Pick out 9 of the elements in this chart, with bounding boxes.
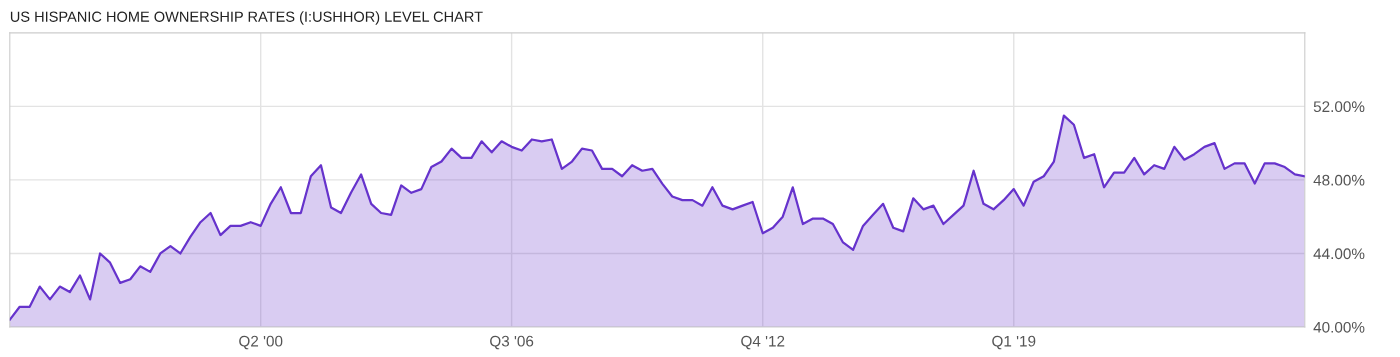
chart-title: US HISPANIC HOME OWNERSHIP RATES (I:USHHOR) LEVEL CHART <box>10 11 483 25</box>
y-tick-label: 52.00% <box>1313 101 1365 113</box>
y-tick-label: 44.00% <box>1313 248 1365 260</box>
y-tick-label: 48.00% <box>1313 174 1365 186</box>
x-tick-label: Q3 '06 <box>490 335 534 350</box>
x-tick-label: Q4 '12 <box>741 335 785 350</box>
x-tick-label: Q1 '19 <box>992 335 1036 350</box>
x-tick-label: Q2 '00 <box>239 335 283 350</box>
y-tick-label: 40.00% <box>1313 321 1365 333</box>
